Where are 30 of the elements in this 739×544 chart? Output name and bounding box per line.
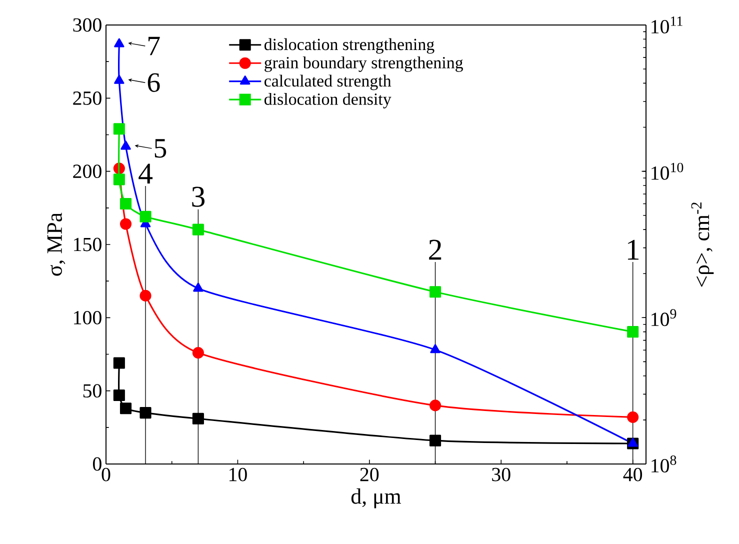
y2-tick-label: 10$^{9}$ — [652, 309, 676, 326]
y-tick-label: 50 — [83, 384, 102, 398]
y-tick-label: 200 — [73, 164, 102, 178]
x-tick-label: 20 — [360, 468, 379, 482]
legend-label: calculated strength — [264, 74, 392, 90]
y2-tick-label: 10$^{11}$ — [652, 16, 682, 34]
y2-tick-label: 10$^{8}$ — [652, 455, 676, 472]
y-tick-label: 100 — [74, 310, 102, 324]
x-tick-label: 10 — [229, 468, 247, 482]
y-tick-label: 250 — [73, 91, 102, 105]
annotation: 3 — [192, 186, 205, 207]
y-tick-label: 0 — [92, 457, 102, 471]
y2-axis-title: <ρ>, cm$^{-2}$ — [691, 202, 714, 287]
legend-label: dislocation strengthening — [264, 38, 434, 54]
x-tick-label: 0 — [102, 468, 110, 482]
y-tick-label: 150 — [74, 238, 102, 252]
annotation: 4 — [138, 164, 153, 184]
x-tick-label: 30 — [492, 468, 510, 482]
annotation: 6 — [148, 73, 160, 92]
annotation: 7 — [148, 36, 160, 56]
x-axis-title: d, μm — [351, 488, 401, 508]
x-tick-label: 40 — [623, 468, 642, 482]
y2-tick-label: 10$^{10}$ — [652, 162, 684, 180]
annotation: 1 — [628, 240, 639, 260]
y-axis-title: σ, MPa — [47, 212, 66, 276]
y-tick-label: 300 — [73, 18, 102, 32]
annotation: 5 — [154, 139, 166, 158]
legend-label: dislocation density — [264, 92, 392, 108]
legend-label: grain boundary strengthening — [264, 56, 463, 72]
annotation: 2 — [429, 240, 442, 260]
